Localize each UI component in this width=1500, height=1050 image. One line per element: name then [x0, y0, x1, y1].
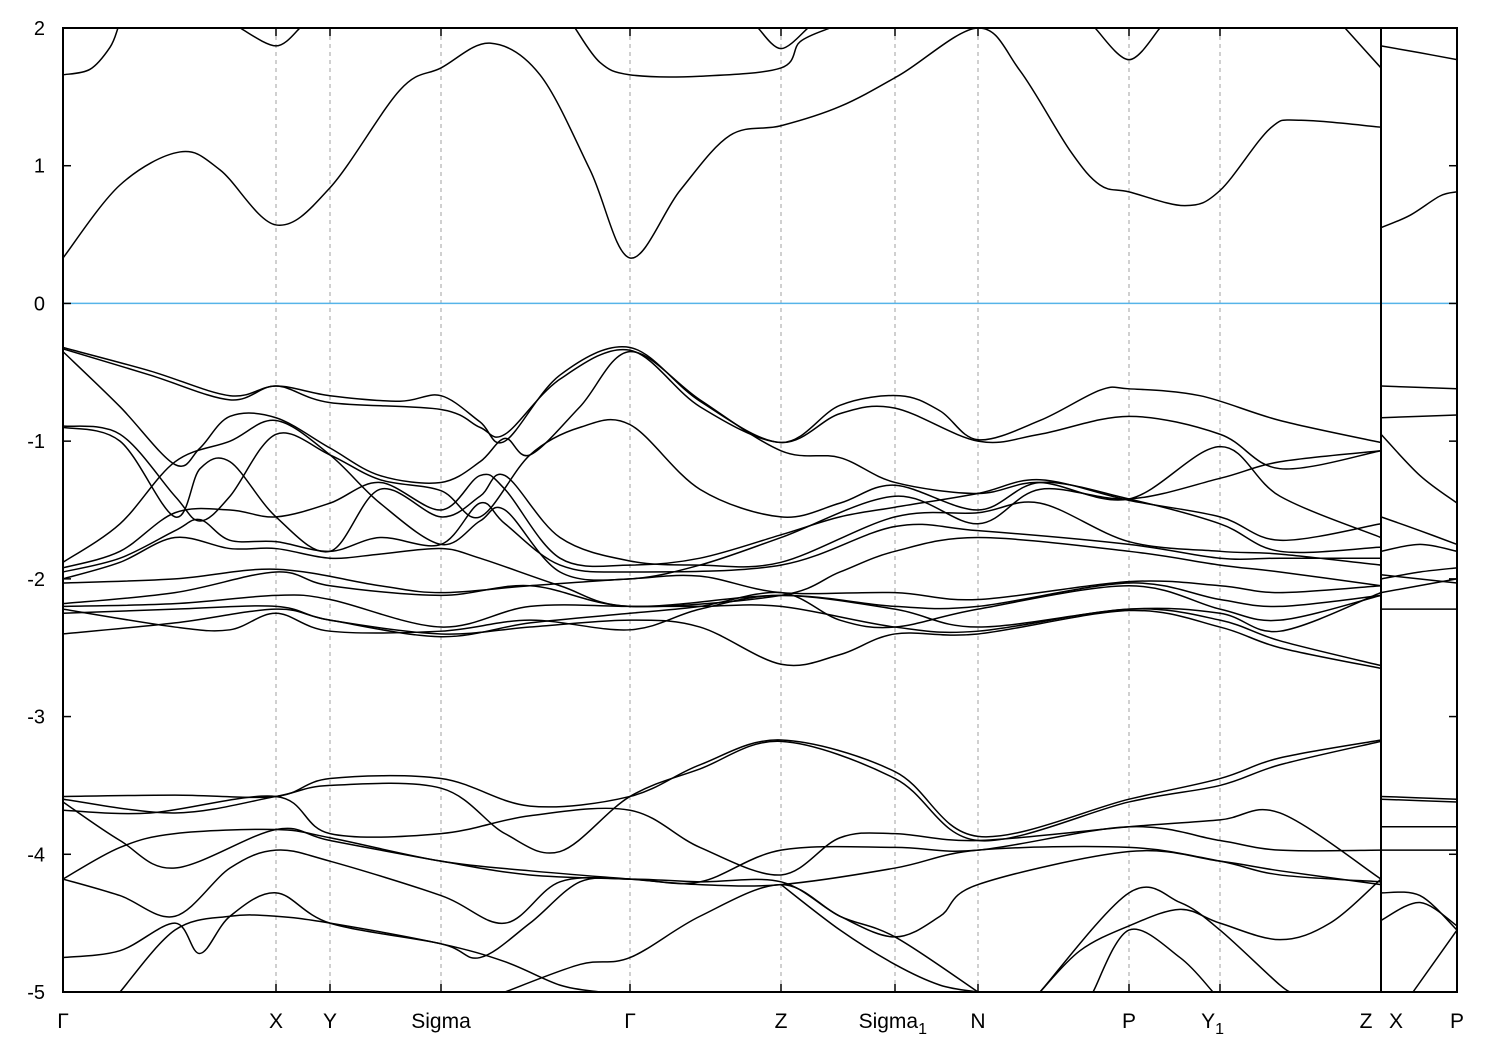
band-line	[1039, 878, 1382, 992]
band-line	[63, 568, 1382, 601]
x-tick-label: Γ	[624, 1010, 636, 1033]
band-line	[1094, 28, 1161, 61]
band-line	[63, 418, 1382, 554]
band-line	[1380, 891, 1457, 931]
band-line	[239, 28, 301, 47]
x-tick-label: Z	[775, 1010, 788, 1033]
x-tick-label: Y	[323, 1010, 337, 1033]
x-tick-label: Γ	[57, 1010, 69, 1033]
y-tick-labels: 2 1 0 -1 -2 -3 -4 -5	[27, 18, 45, 1004]
band-line	[63, 571, 1382, 610]
x-tick-label: P	[1450, 1010, 1464, 1033]
band-line	[63, 419, 1382, 581]
band-line	[63, 350, 1382, 539]
y-tick-label: -1	[27, 431, 45, 453]
y-tick-label: 0	[34, 293, 45, 315]
x-tick-label: X	[269, 1010, 283, 1033]
band-line	[1380, 414, 1457, 419]
y-tick-label: -4	[27, 844, 45, 866]
band-line	[1380, 567, 1457, 580]
y-tick-label: -2	[27, 569, 45, 591]
band-line	[63, 795, 1382, 880]
band-line	[119, 914, 601, 992]
band-line	[1344, 28, 1382, 69]
band-line	[1412, 929, 1457, 992]
band-line	[1092, 928, 1214, 992]
band-line	[63, 584, 1382, 638]
x-tick-label: Z	[1360, 1010, 1373, 1033]
band-line	[1380, 573, 1457, 584]
band-line	[1380, 45, 1457, 61]
x-tick-label: Y1	[1201, 1010, 1224, 1038]
band-line	[757, 28, 809, 50]
band-line	[63, 28, 119, 76]
band-line	[1380, 191, 1457, 229]
bands	[63, 28, 1457, 992]
band-line	[504, 883, 979, 992]
x-tick-label: P	[1122, 1010, 1136, 1033]
band-line	[1039, 886, 1294, 992]
band-line	[63, 740, 1382, 854]
axis-ticks	[62, 27, 1458, 993]
band-line	[63, 346, 1382, 444]
band-line	[63, 801, 1382, 885]
y-tick-label: 1	[34, 156, 45, 178]
band-line	[63, 877, 631, 959]
plot-frame	[62, 27, 1458, 993]
band-line	[1380, 578, 1457, 594]
band-line	[63, 501, 1381, 573]
band-line	[63, 605, 1382, 670]
x-tick-label: X	[1389, 1010, 1403, 1033]
x-tick-label: Sigma1	[859, 1010, 928, 1038]
y-tick-label: -3	[27, 707, 45, 729]
band-line	[63, 348, 1382, 470]
band-line	[63, 849, 1382, 938]
band-line	[780, 883, 979, 992]
band-line	[1380, 516, 1457, 546]
band-line	[1380, 798, 1457, 803]
x-tick-labels: Γ X Y Sigma Γ Z Sigma1 N P Y1 Z X P	[57, 1010, 1464, 1038]
x-tick-label: Sigma	[411, 1010, 471, 1033]
band-line	[574, 28, 831, 78]
band-line	[63, 473, 1382, 569]
y-tick-label: -5	[27, 982, 45, 1004]
band-line	[63, 426, 1382, 568]
x-tick-label: N	[970, 1010, 985, 1033]
band-line	[1380, 385, 1457, 390]
band-line	[1380, 433, 1457, 504]
band-line	[63, 591, 1382, 634]
band-line	[1380, 901, 1457, 927]
band-line	[1380, 795, 1457, 800]
band-line	[63, 28, 1382, 259]
y-tick-label: 2	[34, 18, 45, 40]
band-line	[1380, 543, 1457, 553]
